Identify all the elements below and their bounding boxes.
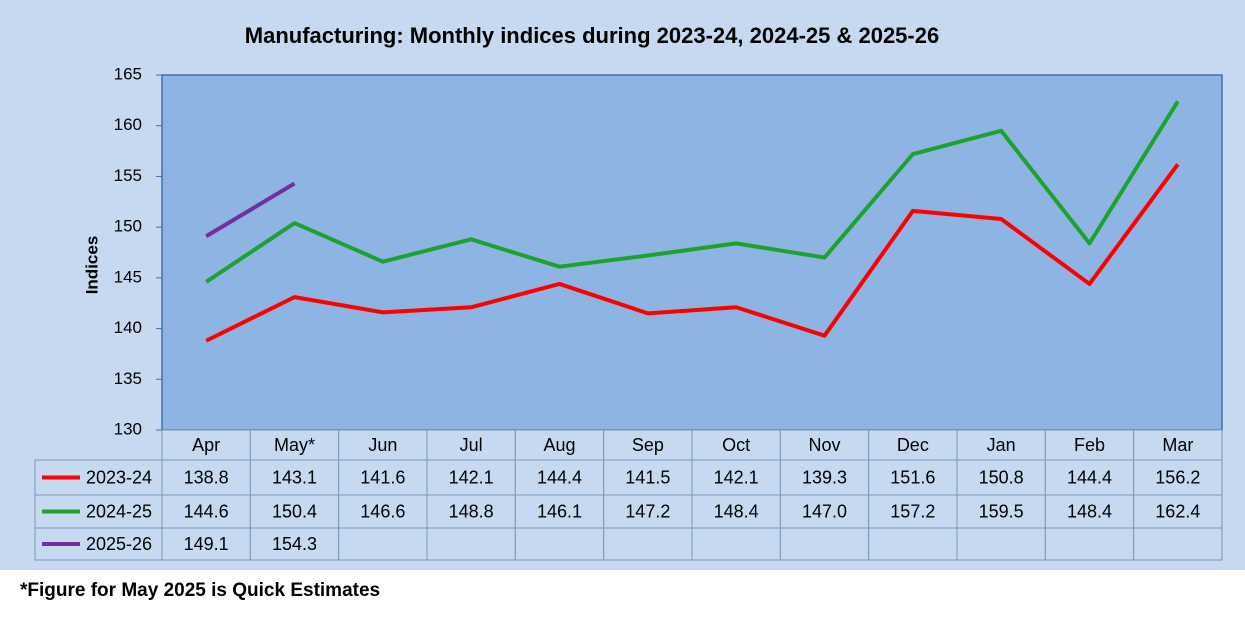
plot-area: [161, 74, 1223, 431]
y-tick-label: 165: [114, 64, 142, 83]
table-header-cell: [1044, 429, 1135, 461]
table-value: 150.4: [272, 501, 317, 521]
table-value: 139.3: [802, 467, 847, 487]
table-value: 144.4: [537, 467, 582, 487]
legend-label: 2023-24: [86, 467, 152, 487]
table-value: 142.1: [449, 467, 494, 487]
table-cell: [956, 527, 1046, 561]
table-header-cell: [691, 429, 781, 461]
y-tick-label: 155: [114, 166, 142, 185]
table-value: 141.6: [360, 467, 405, 487]
table-value: 156.2: [1155, 467, 1200, 487]
legend-label: 2024-25: [86, 501, 152, 521]
series-line: [205, 100, 1180, 284]
y-tick-label: 150: [114, 217, 142, 236]
table-value: 148.4: [1067, 501, 1112, 521]
table-cell: [1044, 459, 1135, 496]
table-header-cell: [603, 429, 693, 461]
y-tick-label: 140: [114, 318, 142, 337]
table-value: 146.1: [537, 501, 582, 521]
x-tick-label: Dec: [897, 435, 929, 455]
series-line: [205, 181, 296, 238]
y-tick-label: 130: [114, 419, 142, 438]
table-cell: [691, 459, 781, 496]
x-tick-label: May*: [274, 435, 315, 455]
table-value: 141.5: [625, 467, 670, 487]
x-tick-label: Apr: [192, 435, 220, 455]
y-axis-label: Indices: [82, 236, 101, 295]
table-cell: [691, 527, 781, 561]
table-cell: [249, 494, 340, 529]
table-cell: [779, 494, 870, 529]
table-value: 150.8: [979, 467, 1024, 487]
table-header-cell: [249, 429, 340, 461]
table-cell: [868, 459, 958, 496]
table-value: 143.1: [272, 467, 317, 487]
table-cell: [426, 459, 516, 496]
table-cell: [691, 494, 781, 529]
table-cell: [426, 527, 516, 561]
chart-title: Manufacturing: Monthly indices during 20…: [245, 23, 939, 48]
y-tick-label: 135: [114, 369, 142, 388]
table-header-cell: [868, 429, 958, 461]
legend-label: 2025-26: [86, 534, 152, 554]
x-tick-label: Sep: [632, 435, 664, 455]
x-tick-label: Nov: [808, 435, 840, 455]
table-value: 147.2: [625, 501, 670, 521]
table-value: 162.4: [1155, 501, 1200, 521]
series-line: [205, 163, 1180, 343]
table-cell: [514, 527, 605, 561]
table-value: 149.1: [184, 534, 229, 554]
x-tick-label: Jun: [368, 435, 397, 455]
footnote: *Figure for May 2025 is Quick Estimates: [20, 580, 380, 601]
x-tick-label: Feb: [1074, 435, 1105, 455]
table-cell: [779, 527, 870, 561]
x-tick-label: Jul: [460, 435, 483, 455]
table-cell: [956, 494, 1046, 529]
table-cell: [1044, 527, 1135, 561]
table-value: 157.2: [890, 501, 935, 521]
table-header-cell: [1133, 429, 1223, 461]
table-cell: [1044, 494, 1135, 529]
table-value: 146.6: [360, 501, 405, 521]
table-cell: [1133, 527, 1223, 561]
table-cell: [1133, 459, 1223, 496]
table-header-cell: [161, 429, 251, 461]
table-value: 151.6: [890, 467, 935, 487]
table-value: 159.5: [979, 501, 1024, 521]
table-cell: [338, 459, 428, 496]
table-header-cell: [514, 429, 605, 461]
table-value: 148.8: [449, 501, 494, 521]
x-tick-label: Mar: [1162, 435, 1193, 455]
table-value: 144.4: [1067, 467, 1112, 487]
table-value: 147.0: [802, 501, 847, 521]
x-tick-label: Aug: [543, 435, 575, 455]
table-value: 142.1: [714, 467, 759, 487]
x-tick-label: Jan: [987, 435, 1016, 455]
table-value: 138.8: [184, 467, 229, 487]
table-cell: [338, 527, 428, 561]
table-header-cell: [956, 429, 1046, 461]
table-header-cell: [426, 429, 516, 461]
table-cell: [603, 527, 693, 561]
table-value: 148.4: [714, 501, 759, 521]
y-tick-label: 160: [114, 115, 142, 134]
y-tick-label: 145: [114, 267, 142, 286]
table-value: 154.3: [272, 534, 317, 554]
table-cell: [514, 459, 605, 496]
x-tick-label: Oct: [722, 435, 750, 455]
table-cell: [868, 527, 958, 561]
table-value: 144.6: [184, 501, 229, 521]
